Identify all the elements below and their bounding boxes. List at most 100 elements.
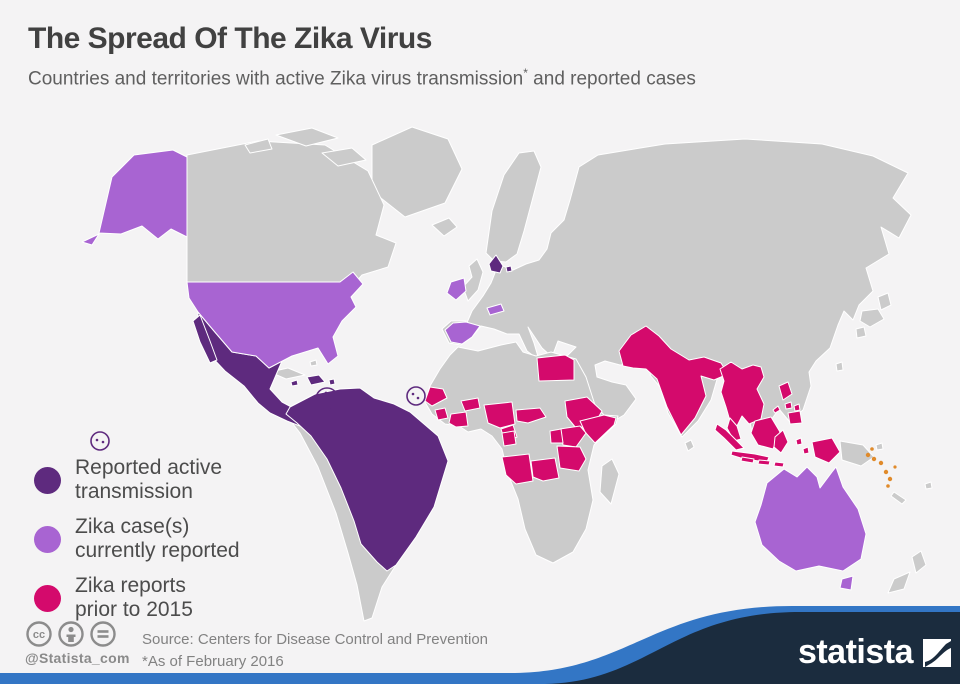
arctic-island bbox=[244, 138, 273, 154]
regions-prior-2015 bbox=[424, 325, 841, 485]
statista-brand: statista bbox=[798, 633, 952, 672]
country-gabon bbox=[501, 430, 517, 447]
new-caledonia bbox=[890, 491, 907, 505]
west-new-guinea bbox=[811, 437, 841, 464]
philippines-mindanao bbox=[787, 410, 803, 425]
country-nigeria bbox=[483, 401, 516, 429]
country-denmark bbox=[488, 254, 504, 274]
statista-logo-icon bbox=[923, 638, 951, 667]
subtitle-text: Countries and territories with active Zi… bbox=[28, 68, 524, 90]
footer-wave bbox=[0, 606, 960, 684]
japan-kyushu bbox=[855, 326, 867, 339]
page-title: The Spread Of The Zika Virus bbox=[28, 22, 432, 55]
subtitle-asterisk: * bbox=[523, 66, 528, 80]
footer-navy-wave bbox=[545, 612, 960, 684]
arctic-island bbox=[321, 147, 367, 167]
country-switzerland bbox=[486, 303, 505, 316]
legend-label-line: Zika case(s) bbox=[75, 515, 190, 538]
country-taiwan bbox=[835, 361, 844, 372]
regions-currently-reported bbox=[81, 149, 867, 591]
world-map-svg bbox=[81, 126, 933, 622]
country-greenland bbox=[371, 126, 463, 218]
puerto-rico bbox=[328, 378, 336, 386]
japan-hokkaido bbox=[877, 292, 892, 311]
borneo bbox=[750, 416, 781, 450]
country-zambia bbox=[530, 457, 560, 482]
legend-label-line: prior to 2015 bbox=[75, 598, 193, 621]
legend-swatch-prior-2015 bbox=[34, 584, 61, 612]
africa-base bbox=[424, 341, 619, 564]
legend-item-current: Zika case(s) currently reported bbox=[34, 515, 240, 563]
legend-item-active: Reported active transmission bbox=[34, 456, 240, 504]
legend-item-prior: Zika reports prior to 2015 bbox=[34, 574, 240, 622]
legend-label-line: currently reported bbox=[75, 539, 240, 562]
japan-honshu bbox=[859, 308, 885, 328]
legend-swatch-active-transmission bbox=[34, 466, 61, 494]
lesser-sunda bbox=[757, 459, 771, 466]
philippines-visayas bbox=[793, 403, 801, 412]
malay-peninsula bbox=[726, 417, 742, 442]
subtitle-text-tail: and reported cases bbox=[527, 68, 696, 90]
aleutians bbox=[81, 233, 100, 246]
country-iceland bbox=[431, 217, 458, 237]
license-block: cc @Statista_com bbox=[25, 620, 130, 666]
marker-lesser-antilles bbox=[315, 387, 339, 411]
world-map bbox=[20, 115, 940, 625]
country-senegal bbox=[424, 386, 448, 407]
baja-california bbox=[192, 314, 218, 364]
scandinavia bbox=[485, 150, 542, 263]
country-ireland bbox=[446, 277, 467, 301]
no-derivatives-equals-icon bbox=[90, 621, 116, 647]
page-subtitle: Countries and territories with active Zi… bbox=[28, 66, 696, 90]
legend-swatch-currently-reported bbox=[34, 525, 61, 553]
arctic-island bbox=[275, 127, 339, 147]
license-icons: cc bbox=[25, 620, 130, 648]
statista-handle: @Statista_com bbox=[25, 650, 130, 666]
philippines-luzon bbox=[778, 381, 793, 401]
country-sri-lanka bbox=[684, 439, 695, 452]
lesser-sunda bbox=[740, 456, 755, 464]
fiji bbox=[924, 481, 933, 490]
cc-icon: cc bbox=[26, 621, 52, 647]
country-cote-divoire bbox=[448, 411, 469, 428]
island-circle-markers bbox=[90, 386, 426, 451]
denmark-island bbox=[505, 265, 513, 273]
alaska bbox=[98, 149, 188, 240]
jamaica bbox=[290, 379, 299, 387]
country-usa bbox=[186, 271, 364, 369]
country-canada bbox=[186, 140, 397, 283]
country-uganda bbox=[549, 428, 564, 444]
marker-samoa bbox=[90, 431, 110, 451]
country-australia bbox=[754, 466, 867, 572]
south-america-active bbox=[285, 387, 449, 572]
indonesia-sumatra bbox=[714, 423, 745, 451]
legend-label-active: Reported active transmission bbox=[75, 456, 222, 504]
country-sierra-leone bbox=[434, 407, 449, 421]
cc-glyph: cc bbox=[33, 629, 45, 641]
header: The Spread Of The Zika Virus Countries a… bbox=[28, 22, 696, 90]
philippines-visayas bbox=[784, 401, 793, 410]
marker-cape-verde bbox=[406, 386, 426, 406]
new-britain bbox=[875, 442, 884, 451]
tasmania bbox=[839, 575, 854, 591]
philippines-palawan bbox=[772, 405, 781, 414]
country-united-kingdom bbox=[462, 258, 484, 302]
source-block: Source: Centers for Disease Control and … bbox=[142, 629, 488, 673]
legend-label-current: Zika case(s) currently reported bbox=[75, 515, 240, 563]
new-zealand-south bbox=[887, 571, 911, 594]
new-zealand-north bbox=[911, 550, 927, 574]
country-egypt bbox=[536, 354, 575, 382]
legend: Reported active transmission Zika case(s… bbox=[34, 456, 240, 633]
bahamas bbox=[309, 359, 318, 367]
country-papua-new-guinea bbox=[839, 440, 875, 467]
legend-label-prior: Zika reports prior to 2015 bbox=[75, 574, 193, 622]
moluccas bbox=[802, 446, 810, 455]
indonesia-sulawesi bbox=[773, 429, 789, 454]
footnote-line: *As of February 2016 bbox=[142, 653, 284, 670]
attribution-person-icon bbox=[58, 621, 84, 647]
statista-wordmark: statista bbox=[797, 633, 914, 671]
country-madagascar bbox=[599, 458, 620, 505]
moluccas bbox=[795, 437, 803, 446]
legend-label-line: Zika reports bbox=[75, 574, 186, 597]
pacific-islands-orange-marks bbox=[865, 447, 897, 488]
